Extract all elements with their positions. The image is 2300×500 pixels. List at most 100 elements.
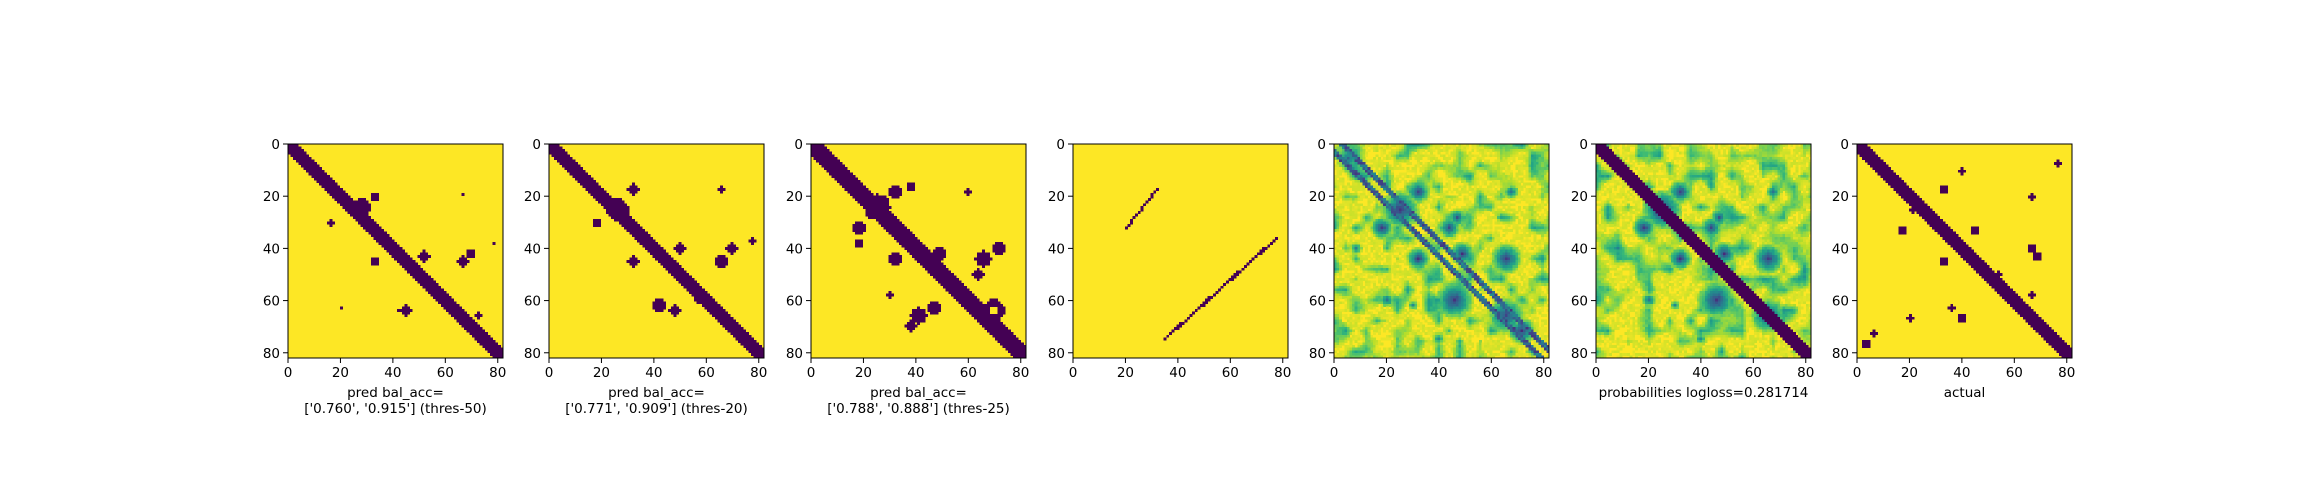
heatmap-cell <box>1349 174 1353 178</box>
heatmap-cell <box>1010 345 1014 349</box>
heatmap-cell <box>1344 221 1348 225</box>
heatmap-cell <box>924 267 928 271</box>
heatmap-cell <box>831 159 835 163</box>
heatmap-cell <box>365 229 369 233</box>
y-tick-label: 20 <box>1048 189 1065 205</box>
heatmap-cell <box>950 280 954 284</box>
heatmap-cell <box>373 192 377 196</box>
heatmap-cell <box>1473 231 1477 235</box>
heatmap-cell <box>1473 187 1477 191</box>
heatmap-cell <box>1020 355 1024 359</box>
heatmap-cell <box>675 270 679 274</box>
heatmap-cell <box>495 355 499 359</box>
heatmap-cell <box>474 314 478 318</box>
heatmap-cell <box>992 319 996 323</box>
heatmap-cell <box>446 309 449 312</box>
heatmap-cell <box>332 190 335 194</box>
heatmap-cell <box>370 195 374 199</box>
heatmap-cell <box>984 319 988 323</box>
heatmap-cell <box>1536 226 1539 230</box>
heatmap-cell <box>994 327 998 330</box>
heatmap-cell <box>1499 198 1503 202</box>
heatmap-cell <box>1346 172 1350 176</box>
heatmap-cell <box>935 265 939 269</box>
heatmap-cell <box>852 182 856 186</box>
heatmap-cell <box>644 234 648 238</box>
heatmap-cell <box>326 185 330 189</box>
heatmap-cell <box>1523 182 1527 186</box>
heatmap-cell <box>1002 329 1006 333</box>
heatmap-cell <box>922 252 926 256</box>
heatmap-cell <box>1463 213 1467 217</box>
heatmap-cell <box>1365 213 1369 217</box>
heatmap-cell <box>631 226 635 230</box>
heatmap-cell <box>1528 208 1532 212</box>
heatmap-cell <box>1383 172 1387 176</box>
x-tick-label: 20 <box>1117 365 1134 381</box>
heatmap-cell <box>1411 211 1415 214</box>
y-tick-label: 20 <box>524 189 541 205</box>
heatmap-cell <box>673 267 677 271</box>
heatmap-cell <box>1528 198 1532 202</box>
heatmap-cell <box>834 172 838 176</box>
heatmap-cell <box>1525 164 1529 168</box>
heatmap-cell <box>1354 180 1358 184</box>
heatmap-cell <box>1010 332 1014 336</box>
heatmap-cell <box>901 226 905 230</box>
heatmap-cell <box>365 218 369 222</box>
heatmap-cell <box>487 347 491 351</box>
heatmap-cell <box>1390 190 1394 194</box>
heatmap-cell <box>1013 347 1016 351</box>
heatmap-cell <box>987 301 991 305</box>
heatmap-cell <box>857 195 861 199</box>
heatmap-cell <box>1359 216 1363 220</box>
heatmap-cell <box>961 293 965 297</box>
heatmap-cell <box>1528 190 1532 194</box>
heatmap-cell <box>477 337 481 341</box>
heatmap-cell <box>1378 211 1381 214</box>
heatmap-cell <box>867 205 871 209</box>
heatmap-cell <box>681 267 685 271</box>
heatmap-cell <box>714 257 718 261</box>
heatmap-cell <box>922 260 926 263</box>
heatmap-cell <box>451 298 455 302</box>
heatmap-cell <box>300 151 304 155</box>
heatmap-cell <box>1507 192 1511 196</box>
heatmap-cell <box>1494 229 1498 233</box>
heatmap-cell <box>334 187 338 191</box>
heatmap-cell <box>917 309 921 312</box>
heatmap-cell <box>1422 192 1426 196</box>
heatmap-cell <box>1385 200 1389 204</box>
heatmap-cell <box>912 309 915 312</box>
heatmap-cell <box>394 247 398 251</box>
heatmap-cell <box>1416 164 1420 168</box>
heatmap-cell <box>678 309 682 312</box>
heatmap-cell <box>1494 203 1498 207</box>
heatmap-cell <box>1336 198 1340 202</box>
heatmap-cell <box>587 180 591 184</box>
heatmap-cell <box>324 174 328 178</box>
heatmap-cell <box>1447 144 1451 147</box>
heatmap-cell <box>758 350 762 354</box>
heatmap-cell <box>556 154 560 158</box>
heatmap-cell <box>1432 156 1436 160</box>
heatmap-cell <box>950 272 954 276</box>
heatmap-cell <box>683 270 687 274</box>
heatmap-cell <box>912 249 915 253</box>
heatmap-cell <box>865 208 869 212</box>
heatmap-cell <box>979 262 983 266</box>
heatmap-cell <box>631 187 635 191</box>
heatmap-cell <box>1406 190 1410 194</box>
heatmap-cell <box>914 316 918 320</box>
heatmap-cell <box>1479 211 1482 214</box>
y-tick-label: 0 <box>1056 137 1065 153</box>
heatmap-cell <box>574 174 578 178</box>
heatmap-cell <box>1429 216 1433 220</box>
heatmap-cell <box>1352 151 1356 155</box>
heatmap-cell <box>1424 187 1428 191</box>
heatmap-cell <box>443 306 447 310</box>
heatmap-cell <box>1489 231 1493 235</box>
heatmap-cell <box>670 270 674 274</box>
heatmap-cell <box>1354 187 1358 191</box>
heatmap-cell <box>896 192 900 196</box>
